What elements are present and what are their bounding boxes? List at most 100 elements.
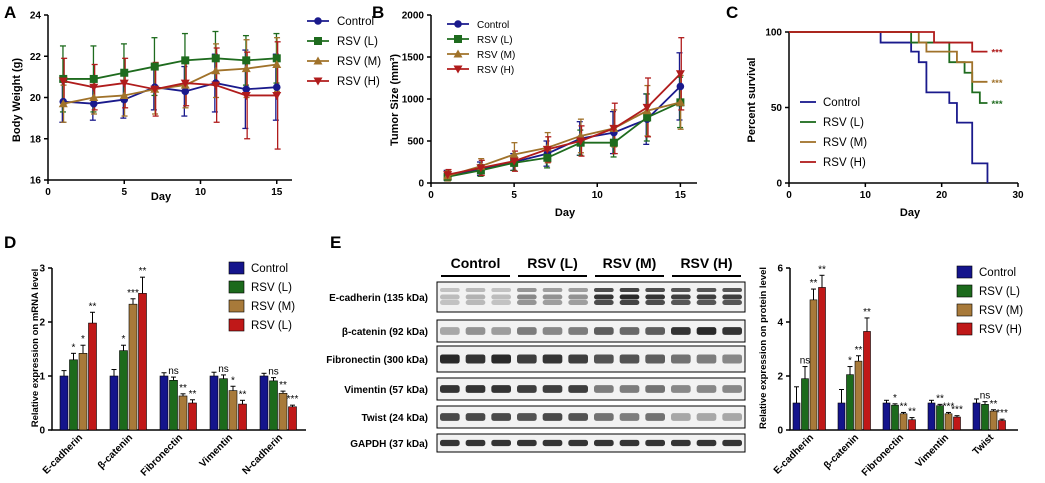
blot-band — [594, 294, 614, 300]
blot-band — [517, 327, 537, 335]
blot-band — [722, 294, 742, 300]
blot-band — [619, 413, 640, 421]
chart-d-significance: ** — [279, 380, 287, 391]
chart-d-legend-swatch — [228, 299, 245, 313]
chart-e-significance: ** — [908, 407, 916, 418]
chart-e-bar — [927, 402, 936, 431]
chart-c-ylabel: Percent survival — [746, 58, 758, 143]
blot-group-label: RSV (H) — [680, 255, 732, 271]
chart-d-ytick-label: 3 — [39, 264, 45, 275]
chart-e-bar — [953, 416, 961, 431]
chart-d-bar — [159, 375, 169, 431]
chart-a-series-line — [63, 80, 277, 97]
chart-b-legend-label: RSV (M) — [477, 50, 515, 61]
blot-band — [671, 294, 691, 300]
chart-e-significance: ** — [863, 307, 871, 318]
chart-e-significance: *** — [996, 408, 1008, 419]
chart-c-legend-label: RSV (M) — [823, 137, 867, 149]
blot-band — [440, 300, 460, 305]
chart-e-ylabel: Relative expression on protein level — [758, 267, 769, 429]
chart-b-series-line — [447, 101, 681, 177]
chart-d-significance: ** — [239, 389, 247, 400]
chart-d-ytick-label: 1 — [39, 372, 45, 383]
panel-label-b: B — [372, 3, 384, 22]
blot-band — [645, 288, 665, 292]
chart-e-legend-swatch — [956, 303, 973, 317]
blot-band — [594, 413, 614, 421]
blot-row-label: E-cadherin (135 kDa) — [329, 293, 428, 304]
chart-a-series-line — [63, 82, 277, 105]
chart-a-axes — [47, 15, 292, 181]
chart-e-bar — [846, 374, 854, 431]
blot-band — [594, 354, 614, 364]
blot-band — [517, 354, 537, 364]
chart-a-xtick-label: 15 — [271, 187, 283, 198]
blot-group-label: RSV (M) — [603, 255, 657, 271]
chart-e-bar — [899, 413, 908, 431]
blot-row-label: Vimentin (57 kDa) — [344, 385, 428, 396]
chart-d-category-label: Fibronectin — [139, 432, 185, 478]
chart-e-bar — [837, 402, 846, 431]
blot-band — [619, 439, 640, 447]
blot-band — [517, 385, 537, 393]
blot-band — [440, 288, 460, 292]
chart-e-bar — [863, 331, 871, 431]
chart-e-legend-label: RSV (L) — [979, 286, 1020, 298]
chart-e-category-label: Twist — [971, 432, 997, 458]
blot-band — [542, 439, 563, 447]
chart-d-bar — [238, 403, 247, 431]
chart-b-legend-marker — [453, 49, 463, 58]
blot-band — [671, 385, 691, 393]
chart-b-legend-marker — [454, 35, 462, 43]
blot-strip — [436, 319, 746, 343]
chart-b-xtick-label: 5 — [511, 190, 517, 201]
chart-d-significance: * — [81, 334, 85, 345]
panel-label-c: C — [726, 3, 738, 22]
blot-band — [440, 294, 460, 300]
blot-band — [440, 439, 460, 447]
chart-a-point — [181, 87, 190, 96]
chart-d-legend-swatch — [228, 280, 245, 294]
blot-group-label: RSV (L) — [527, 255, 578, 271]
blot-band — [722, 288, 742, 292]
chart-a-point — [211, 81, 221, 90]
chart-a-point — [89, 99, 98, 108]
chart-c-legend-label: RSV (L) — [823, 117, 864, 129]
chart-a-point — [272, 54, 281, 63]
chart-d-ytick-label: 2 — [39, 318, 45, 329]
chart-b-series-line — [447, 73, 682, 176]
chart-d-significance: ns — [168, 366, 179, 377]
chart-b-point — [543, 153, 552, 162]
blot-band — [517, 413, 537, 421]
chart-d-bar — [88, 322, 97, 431]
chart-b-point — [642, 103, 652, 112]
blot-band — [491, 288, 511, 292]
blot-band — [542, 354, 563, 364]
chart-d-legend-swatch — [228, 318, 245, 332]
chart-a-ytick-label: 16 — [30, 176, 42, 187]
chart-b-point — [509, 157, 519, 166]
chart-c-ytick-label: 50 — [771, 103, 783, 114]
chart-d-bar — [219, 378, 228, 431]
chart-d-significance: ns — [268, 367, 279, 378]
chart-e-legend-label: Control — [979, 267, 1016, 279]
blot-band — [491, 439, 511, 447]
chart-d-significance: * — [122, 334, 126, 345]
chart-a-ytick-label: 18 — [30, 134, 42, 145]
chart-d-category-label: N-cadherin — [240, 432, 285, 477]
blot-row-label: GAPDH (37 kDa) — [350, 439, 428, 450]
blot-band — [568, 354, 588, 364]
blot-band — [568, 439, 588, 447]
blot-band — [619, 385, 640, 393]
chart-a-legend-marker — [314, 17, 322, 25]
blot-band — [722, 439, 742, 447]
chart-a-point — [242, 85, 251, 94]
chart-e-significance: ** — [810, 278, 818, 289]
western-blot: Control RSV (L) RSV (M) RSV (H) E-cadherin … — [326, 255, 746, 453]
chart-d-bar — [228, 390, 238, 431]
blot-band — [465, 327, 486, 335]
chart-c-significance: *** — [991, 99, 1002, 110]
chart-e-significance: ** — [818, 264, 826, 275]
chart-b-xtick-label: 15 — [675, 190, 687, 201]
blot-band — [568, 294, 588, 300]
